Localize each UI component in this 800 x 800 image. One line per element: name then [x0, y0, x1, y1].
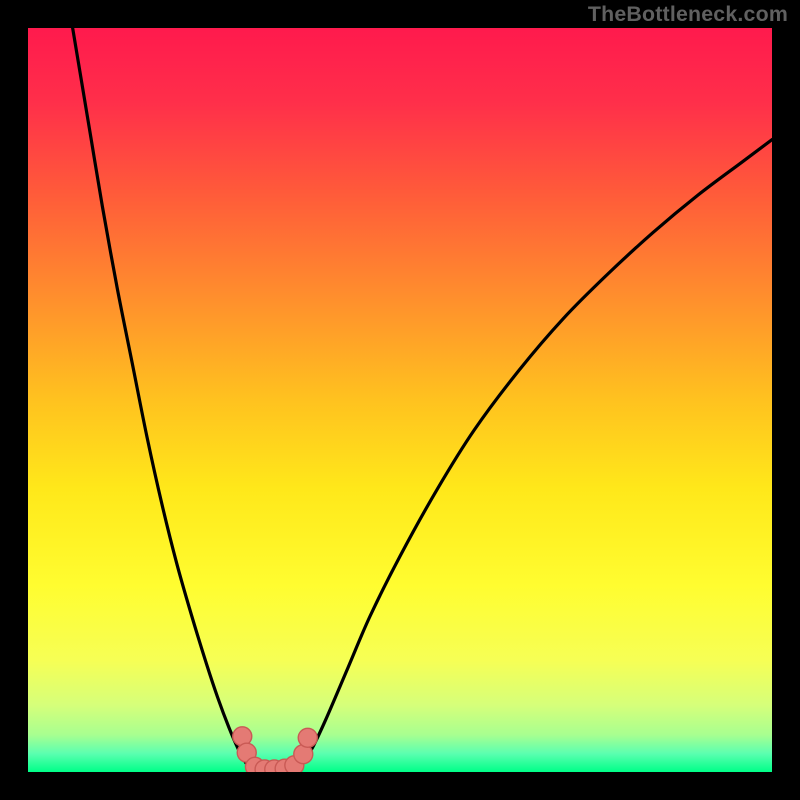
plot-frame — [28, 28, 772, 772]
curve-right — [296, 140, 772, 770]
watermark-text: TheBottleneck.com — [588, 2, 788, 27]
plot-svg — [28, 28, 772, 772]
valley-marker — [298, 728, 317, 747]
plot-area — [28, 28, 772, 772]
curve-left — [73, 28, 252, 770]
